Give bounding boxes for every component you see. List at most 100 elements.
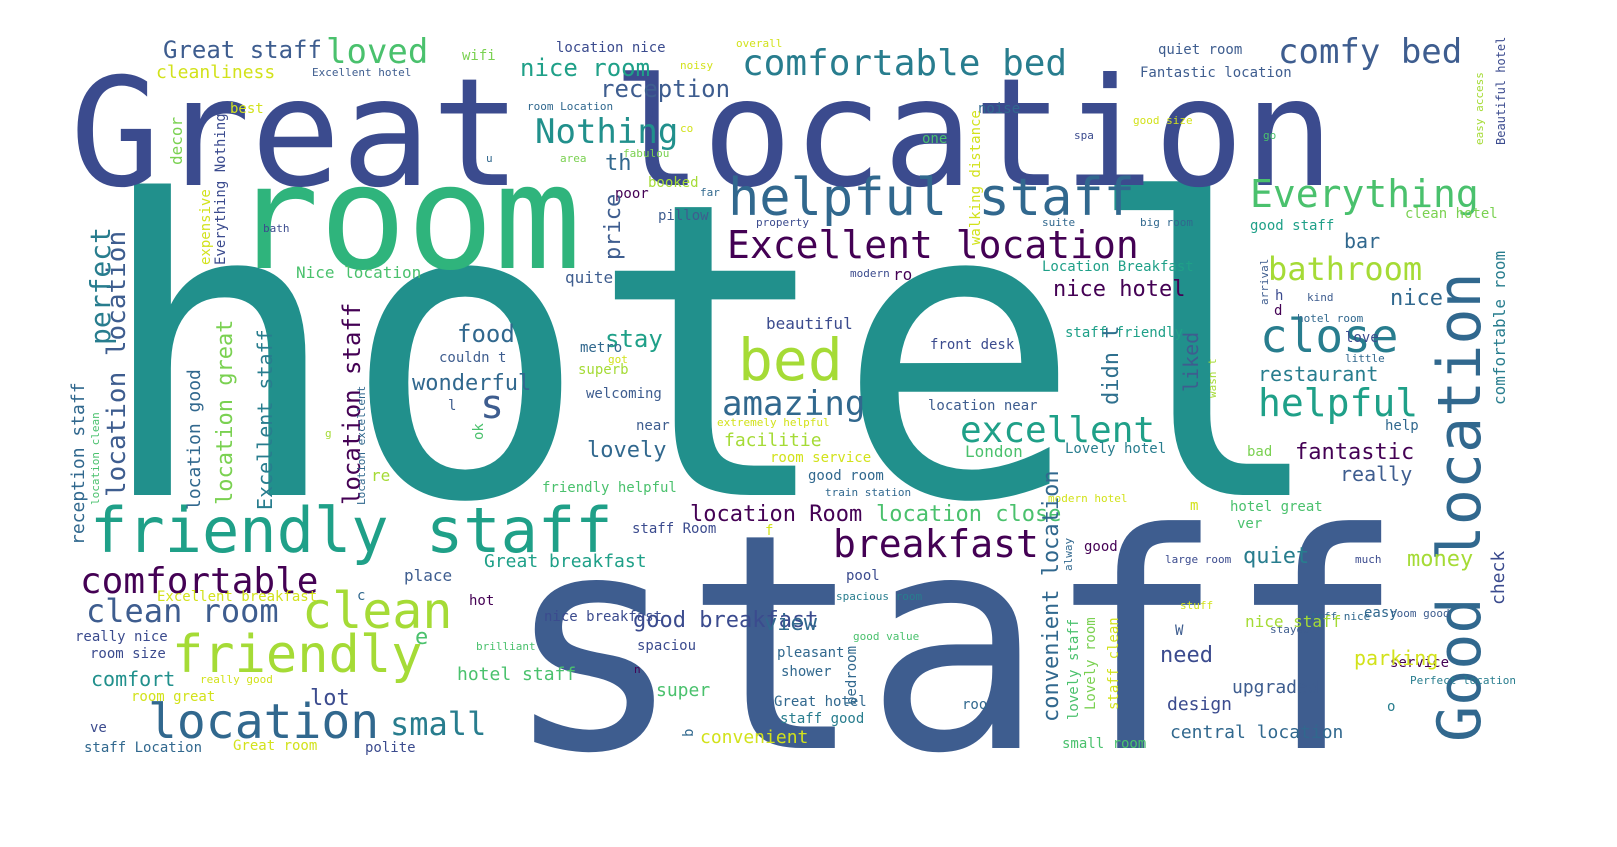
word-location-room: location Room [690,502,862,527]
word-nice: nice [1390,286,1443,311]
word-restaurant: restaurant [1258,362,1378,386]
word-great-room: Great room [233,738,317,754]
word-quiet: quiet [1243,544,1309,569]
word-g: g [325,427,332,440]
word-shower: shower [781,664,832,680]
word-helpful-staff: helpful staff [728,168,1135,228]
word-lovely-room: Lovely room [1083,617,1099,710]
word-ve: ve [90,720,107,736]
word-service: service [1390,655,1449,671]
word-location-great: location great [213,320,238,505]
word-nice-staff: nice staff [1245,612,1341,631]
word-e: e [415,625,428,650]
word-good-breakfast: good breakfast [633,608,818,633]
word-wifi: wifi [462,48,496,64]
word-bedroom: bedroom [844,646,860,705]
word-location-excellent: Location excellent [355,386,368,505]
word-location-clean: location clean [89,412,102,505]
word-big-room: big room [1140,216,1193,229]
word-location-location: location location [102,231,132,497]
word-place: place [404,566,452,585]
word-great-breakfast: Great breakfast [484,551,647,572]
word-room-size: room size [90,646,166,662]
word-noisy: noisy [680,59,713,72]
word-everything: Everything [1250,172,1479,216]
word-couldn-t: couldn t [439,350,506,366]
word-front-desk: front desk [930,337,1015,353]
word-didn-t: didn t [1099,326,1124,405]
word-bad: bad [1247,444,1272,460]
word-room-service: room service [770,450,871,466]
word-o: o [1387,699,1395,715]
word-excellent: excellent [960,410,1155,451]
word-staff-good: staff good [780,711,864,727]
word-clean: clean [302,582,453,640]
word-really-nice: really nice [75,629,168,645]
word-central-location: central location [1170,722,1343,743]
word-cleanliness: cleanliness [156,62,275,83]
word-u: u [486,152,493,165]
word-little: little [1345,352,1385,365]
word-friendly-helpful: friendly helpful [542,480,677,496]
word-good: good [1084,539,1118,555]
word-pleasant: pleasant [777,645,844,661]
word-s: s [480,382,504,428]
word-much: much [1355,553,1382,566]
word-best: best [230,101,264,117]
word-staff-nice: staff nice [1304,610,1370,623]
word-decor: decor [167,116,186,165]
word-quiet-room: quiet room [1158,42,1242,58]
word-n: n [634,663,641,676]
word-help: help [1385,418,1419,434]
word-location-breakfast: Location Breakfast [1042,259,1194,275]
word-stuff: stuff [1180,599,1213,612]
word-great-location: Great location [70,47,1334,221]
word-m: m [1190,498,1198,514]
word-close: close [1260,309,1398,363]
word-expensive: expensive [198,189,214,265]
word-nice-location: Nice location [296,263,421,282]
word-beautiful: beautiful [766,314,853,333]
word-wonderful: wonderful [412,371,531,396]
word-liked: liked [1179,332,1203,392]
word-co: co [680,122,693,135]
word-h: h [1275,288,1283,304]
word-roo: roo [962,697,987,713]
word-excellent-hotel: Excellent hotel [312,66,411,79]
word-hotel-great: hotel great [1230,499,1323,515]
word-room: room [232,134,581,303]
word-pillow: pillow [658,208,709,224]
word-clean-room: clean room [86,592,279,630]
word-re: re [371,466,390,485]
word-hot: hot [469,593,494,609]
word-good-room: good room [808,468,884,484]
word-breakfast: breakfast [833,522,1039,566]
word-facilitie: facilitie [724,430,822,451]
word-location-close: location close [876,502,1061,527]
word-poor: poor [615,186,649,202]
word-superb: superb [578,362,629,378]
word-small-room: small room [1062,736,1146,752]
word-wasn-t: wasn t [1206,358,1219,398]
word-near: near [636,418,670,434]
word-suite: suite [1042,216,1075,229]
word-got: got [608,353,628,366]
word-need: need [1160,643,1213,668]
word-bed: bed [738,326,843,394]
word-stayed: stayed [1270,623,1310,636]
word-convenient-location: convenient location [1039,470,1064,722]
word-comfortable-room: comfortable room [1490,251,1509,405]
word-nice-room: nice room [520,54,650,82]
word-l: l [448,398,456,414]
word-ro: ro [893,265,912,284]
word-hotel: hotel [95,114,1329,592]
word-staff-location: staff Location [84,740,202,756]
word-perfect: perfect [84,227,117,345]
word-c: c [357,588,365,604]
word-large-room: large room [1165,553,1232,566]
word-location: location [148,694,379,750]
word-small: small [390,705,486,743]
word-location-near: location near [928,398,1038,414]
